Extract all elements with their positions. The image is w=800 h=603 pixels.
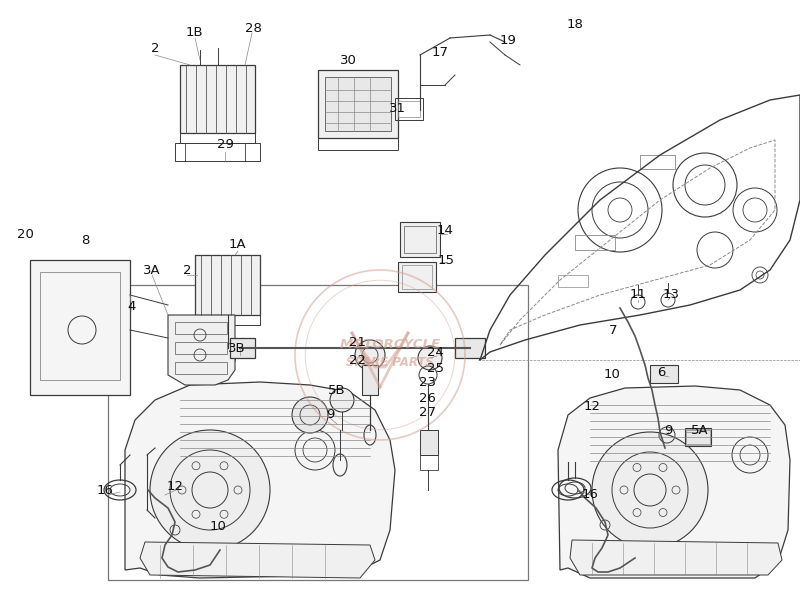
Text: 9: 9: [664, 423, 672, 437]
Bar: [108, 285, 528, 580]
Text: 30: 30: [339, 54, 357, 66]
Polygon shape: [125, 382, 395, 578]
Bar: [398, 262, 436, 292]
Text: 21: 21: [350, 335, 366, 349]
Circle shape: [418, 346, 442, 370]
Bar: [230, 338, 255, 358]
Text: 26: 26: [418, 391, 435, 405]
Text: 3A: 3A: [143, 264, 161, 277]
Text: 3B: 3B: [228, 341, 246, 355]
Text: 25: 25: [426, 362, 443, 374]
Bar: [455, 338, 485, 358]
Text: 5A: 5A: [691, 423, 709, 437]
Polygon shape: [140, 542, 375, 578]
Bar: [400, 222, 440, 257]
Text: 4: 4: [128, 300, 136, 312]
Circle shape: [292, 397, 328, 433]
Bar: [30, 260, 130, 395]
Text: 11: 11: [630, 288, 646, 302]
Circle shape: [592, 432, 708, 548]
Text: 12: 12: [166, 481, 183, 493]
Text: 18: 18: [566, 19, 583, 31]
Bar: [175, 322, 227, 334]
Text: 29: 29: [217, 139, 234, 151]
Text: 14: 14: [437, 224, 454, 236]
Text: 12: 12: [583, 400, 601, 414]
Polygon shape: [558, 386, 790, 578]
Text: 28: 28: [245, 22, 262, 34]
Bar: [404, 226, 436, 253]
Polygon shape: [168, 315, 235, 385]
Bar: [325, 77, 391, 131]
Text: SPARE PARTS: SPARE PARTS: [346, 356, 434, 370]
Bar: [318, 138, 398, 150]
Text: 1A: 1A: [228, 239, 246, 251]
Text: 2: 2: [182, 264, 191, 277]
Polygon shape: [570, 540, 782, 575]
Text: 10: 10: [210, 520, 226, 534]
Text: 9: 9: [326, 408, 334, 421]
Bar: [180, 65, 255, 133]
Bar: [420, 455, 438, 470]
Text: 23: 23: [418, 376, 435, 390]
Bar: [175, 143, 260, 161]
Text: 15: 15: [438, 253, 454, 267]
Bar: [685, 428, 711, 446]
Text: 22: 22: [350, 353, 366, 367]
Bar: [195, 315, 260, 325]
Text: 10: 10: [603, 368, 621, 382]
Text: 27: 27: [418, 406, 435, 420]
Bar: [575, 235, 615, 250]
Bar: [558, 275, 588, 287]
Bar: [650, 365, 678, 383]
Text: 2: 2: [150, 42, 159, 54]
Text: 6: 6: [657, 365, 665, 379]
Bar: [180, 133, 255, 143]
Bar: [640, 155, 675, 169]
Text: 31: 31: [389, 101, 406, 115]
Text: 7: 7: [609, 323, 618, 336]
Bar: [402, 265, 432, 289]
Circle shape: [150, 430, 270, 550]
Text: 19: 19: [499, 34, 517, 46]
Bar: [318, 70, 398, 138]
Text: MOTORCYCLE: MOTORCYCLE: [339, 338, 441, 352]
Circle shape: [355, 340, 385, 370]
Text: 16: 16: [97, 484, 114, 496]
Text: 24: 24: [426, 347, 443, 359]
Text: 16: 16: [582, 487, 598, 500]
Bar: [362, 365, 378, 395]
Text: 13: 13: [662, 288, 679, 302]
Bar: [686, 430, 710, 444]
Text: 17: 17: [431, 45, 449, 58]
Bar: [175, 362, 227, 374]
Bar: [395, 98, 423, 120]
Circle shape: [330, 388, 354, 412]
Text: 1B: 1B: [185, 25, 203, 39]
Bar: [40, 272, 120, 380]
Text: 20: 20: [17, 229, 34, 241]
Bar: [398, 101, 420, 117]
Bar: [420, 430, 438, 455]
Bar: [195, 255, 260, 315]
Bar: [175, 342, 227, 354]
Text: 5B: 5B: [328, 384, 346, 397]
Text: 8: 8: [81, 233, 89, 247]
